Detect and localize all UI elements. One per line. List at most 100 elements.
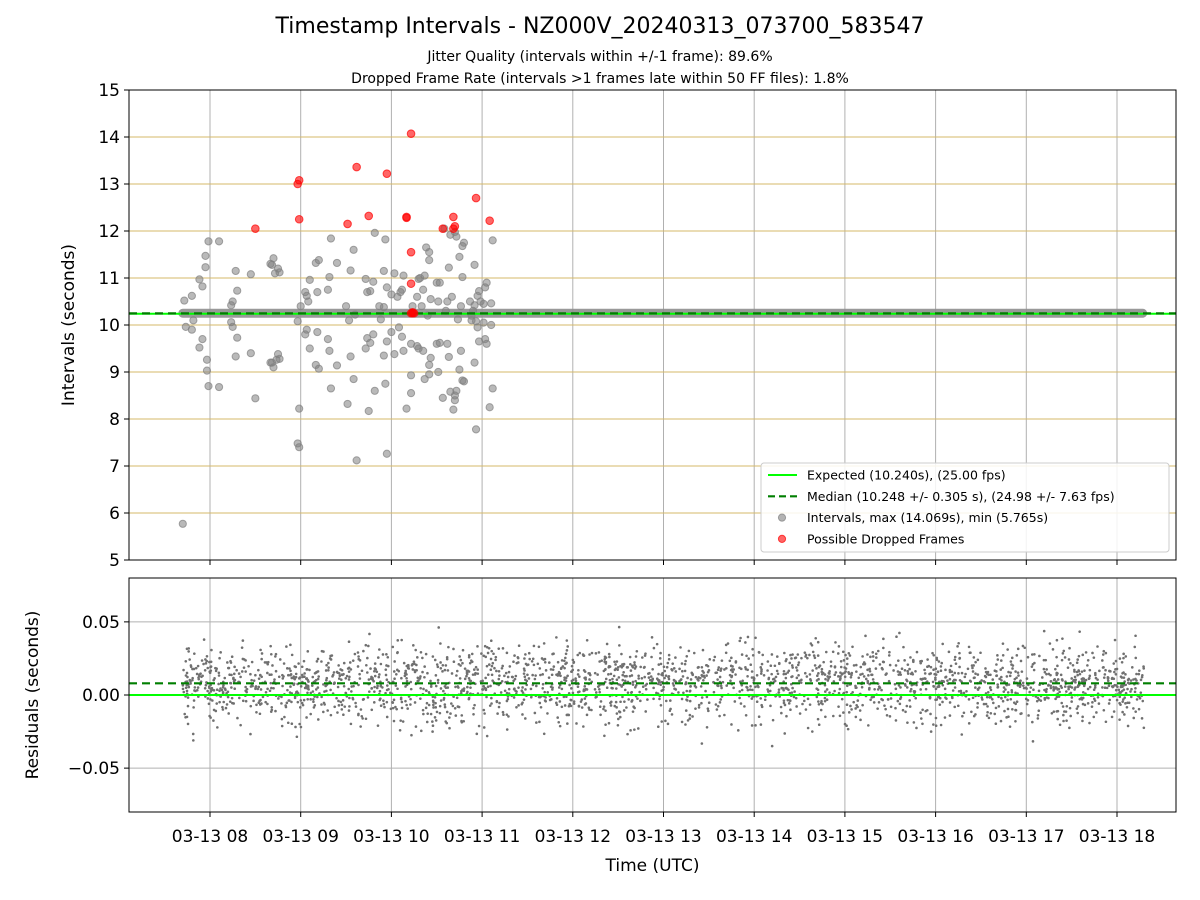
dropped-frame-point <box>439 225 447 233</box>
residual-point <box>1097 696 1100 699</box>
residual-point <box>895 688 898 691</box>
residual-point <box>404 685 407 688</box>
interval-point <box>205 383 212 390</box>
residual-point <box>934 676 937 679</box>
interval-point <box>270 364 277 371</box>
residual-point <box>564 704 567 707</box>
residual-point <box>1098 702 1101 705</box>
interval-point <box>234 334 241 341</box>
residual-point <box>393 699 396 702</box>
residual-point <box>1079 673 1082 676</box>
residual-point <box>651 668 654 671</box>
residual-point <box>523 698 526 701</box>
residual-point <box>1095 677 1098 680</box>
residual-point <box>259 674 262 677</box>
residual-point <box>239 676 242 679</box>
residual-point <box>1113 671 1116 674</box>
interval-point <box>450 406 457 413</box>
residual-point <box>852 701 855 704</box>
dropped-frame-point <box>365 212 373 220</box>
residual-point <box>871 651 874 654</box>
residual-point <box>1086 664 1089 667</box>
residual-point <box>419 687 422 690</box>
residual-point <box>469 680 472 683</box>
residual-point <box>673 684 676 687</box>
residual-point <box>578 705 581 708</box>
residual-point <box>563 659 566 662</box>
residual-point <box>244 686 247 689</box>
residual-point <box>189 679 192 682</box>
residual-point <box>814 637 817 640</box>
x-tick-label: 03-13 11 <box>444 827 520 847</box>
residual-point <box>915 727 918 730</box>
residual-point <box>1041 676 1044 679</box>
residual-point <box>758 651 761 654</box>
residual-point <box>1033 662 1036 665</box>
residual-point <box>435 674 438 677</box>
residual-point <box>557 721 560 724</box>
residual-point <box>619 700 622 703</box>
residual-point <box>613 705 616 708</box>
residual-point <box>701 742 704 745</box>
residual-point <box>377 656 380 659</box>
interval-point <box>196 276 203 283</box>
residual-point <box>1080 697 1083 700</box>
residual-point <box>1076 674 1079 677</box>
residual-point <box>373 690 376 693</box>
residual-point <box>636 650 639 653</box>
residual-point <box>935 717 938 720</box>
residual-point <box>325 677 328 680</box>
interval-point <box>215 383 222 390</box>
residual-point <box>747 657 750 660</box>
residual-point <box>1113 710 1116 713</box>
residual-point <box>1111 686 1114 689</box>
residual-point <box>1002 700 1005 703</box>
residual-point <box>468 677 471 680</box>
residual-point <box>1031 665 1034 668</box>
residual-point <box>258 677 261 680</box>
residual-point <box>967 667 970 670</box>
residual-point <box>362 698 365 701</box>
residual-point <box>390 707 393 710</box>
residual-point <box>807 727 810 730</box>
residual-point <box>727 642 730 645</box>
interval-point <box>471 261 478 268</box>
residual-point <box>637 674 640 677</box>
residual-point <box>512 679 515 682</box>
residual-point <box>513 687 516 690</box>
residual-point <box>359 725 362 728</box>
residual-point <box>289 685 292 688</box>
residual-point <box>921 708 924 711</box>
residual-point <box>298 723 301 726</box>
residual-point <box>286 702 289 705</box>
residual-point <box>784 687 787 690</box>
interval-point <box>229 298 236 305</box>
residual-point <box>1120 675 1123 678</box>
residual-point <box>1009 675 1012 678</box>
interval-point <box>270 255 277 262</box>
residual-point <box>738 667 741 670</box>
interval-point <box>380 267 387 274</box>
interval-point <box>232 267 239 274</box>
residual-point <box>619 716 622 719</box>
interval-point <box>188 326 195 333</box>
residual-point <box>971 667 974 670</box>
residual-point <box>756 684 759 687</box>
residual-point <box>1000 697 1003 700</box>
residual-point <box>440 699 443 702</box>
residual-point <box>296 735 299 738</box>
residual-point <box>667 723 670 726</box>
residual-point <box>599 713 602 716</box>
residual-point <box>229 700 232 703</box>
residual-point <box>1022 682 1025 685</box>
residual-point <box>534 678 537 681</box>
residual-point <box>613 660 616 663</box>
residual-point <box>743 705 746 708</box>
interval-point <box>439 394 446 401</box>
residual-point <box>689 685 692 688</box>
interval-point <box>418 303 425 310</box>
residual-point <box>231 702 234 705</box>
residual-point <box>839 671 842 674</box>
residual-point <box>1056 639 1059 642</box>
residual-point <box>604 655 607 658</box>
